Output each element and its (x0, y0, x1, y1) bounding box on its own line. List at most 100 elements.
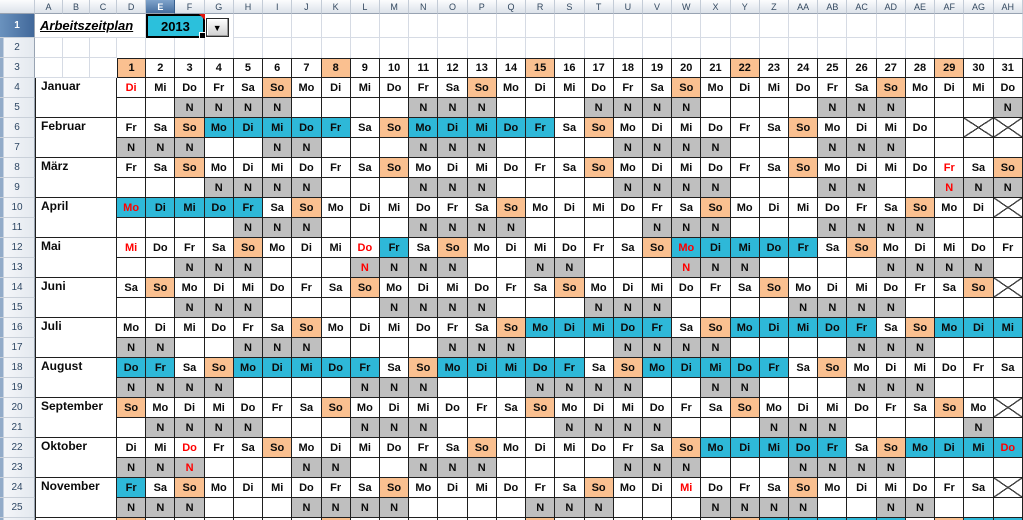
row-header-13[interactable]: 13 (0, 258, 35, 278)
night-shift-cell[interactable]: N (905, 258, 936, 278)
row-header-19[interactable]: 19 (0, 378, 35, 398)
day-cell[interactable]: Sa (555, 118, 585, 138)
night-shift-cell[interactable]: N (847, 298, 877, 318)
day-cell[interactable]: So (175, 158, 205, 178)
night-shift-cell[interactable] (175, 178, 205, 198)
day-number-cell[interactable]: 24 (789, 58, 819, 78)
row-header-21[interactable]: 21 (0, 418, 35, 438)
row-header-25[interactable]: 25 (0, 498, 35, 518)
day-cell[interactable]: Mo (292, 78, 322, 98)
day-cell[interactable]: So (847, 238, 877, 258)
day-cell[interactable]: Sa (350, 478, 380, 498)
column-header-B[interactable]: B (63, 0, 90, 14)
night-shift-cell[interactable]: N (496, 338, 527, 358)
night-shift-cell[interactable] (847, 498, 877, 518)
day-cell[interactable] (847, 518, 877, 520)
night-shift-cell[interactable] (730, 218, 760, 238)
day-cell[interactable]: Sa (263, 318, 293, 338)
day-cell[interactable] (526, 518, 556, 520)
day-cell[interactable]: So (175, 118, 205, 138)
day-cell[interactable]: Do (905, 478, 936, 498)
day-cell[interactable]: Mi (263, 118, 293, 138)
night-shift-cell[interactable] (146, 258, 176, 278)
night-shift-cell[interactable]: N (730, 258, 760, 278)
day-cell[interactable]: Fr (263, 398, 293, 418)
day-cell[interactable]: So (292, 318, 322, 338)
day-cell[interactable] (175, 518, 205, 520)
night-shift-cell[interactable] (117, 98, 147, 118)
day-cell[interactable]: Do (175, 438, 205, 458)
night-shift-cell[interactable]: N (847, 458, 877, 478)
day-cell[interactable]: Mi (789, 198, 819, 218)
night-shift-cell[interactable]: N (204, 418, 234, 438)
day-cell[interactable]: So (146, 278, 176, 298)
day-cell[interactable]: Do (642, 398, 673, 418)
night-shift-cell[interactable] (993, 298, 1023, 318)
night-shift-cell[interactable]: N (117, 138, 147, 158)
night-shift-cell[interactable] (438, 498, 468, 518)
empty-cell[interactable] (496, 14, 527, 38)
night-shift-cell[interactable]: N (409, 98, 439, 118)
day-cell[interactable]: Mi (613, 398, 643, 418)
night-shift-cell[interactable] (993, 338, 1023, 358)
month-label-cell[interactable]: März (35, 158, 117, 198)
night-shift-cell[interactable]: N (789, 498, 819, 518)
day-cell[interactable]: Mi (672, 478, 702, 498)
night-shift-cell[interactable]: N (584, 98, 614, 118)
day-cell[interactable]: Do (701, 118, 731, 138)
night-shift-cell[interactable] (438, 418, 468, 438)
night-shift-cell[interactable]: N (379, 418, 410, 438)
day-cell[interactable]: Sa (350, 118, 380, 138)
day-cell[interactable]: Mi (730, 238, 760, 258)
day-cell[interactable]: Sa (146, 478, 176, 498)
night-shift-cell[interactable] (964, 218, 994, 238)
column-header-R[interactable]: R (526, 0, 556, 14)
night-shift-cell[interactable]: N (263, 178, 293, 198)
crossed-out-day-cell[interactable] (993, 478, 1023, 498)
night-shift-cell[interactable]: N (876, 378, 906, 398)
night-shift-cell[interactable] (263, 298, 293, 318)
night-shift-cell[interactable]: N (117, 338, 147, 358)
night-shift-cell[interactable] (847, 418, 877, 438)
night-shift-cell[interactable]: N (789, 418, 819, 438)
empty-cell[interactable] (818, 38, 848, 58)
night-shift-cell[interactable] (555, 218, 585, 238)
day-cell[interactable] (292, 518, 322, 520)
column-header-N[interactable]: N (409, 0, 439, 14)
night-shift-cell[interactable]: N (672, 258, 702, 278)
day-cell[interactable]: Mi (409, 398, 439, 418)
night-shift-cell[interactable] (526, 418, 556, 438)
day-cell[interactable]: Mo (555, 398, 585, 418)
empty-cell[interactable] (350, 38, 380, 58)
day-cell[interactable]: Sa (964, 158, 994, 178)
day-cell[interactable]: Mi (117, 238, 147, 258)
day-cell[interactable]: Do (905, 118, 936, 138)
day-number-cell[interactable]: 2 (146, 58, 176, 78)
day-cell[interactable]: So (701, 318, 731, 338)
row-header-24[interactable]: 24 (0, 478, 35, 498)
night-shift-cell[interactable] (292, 98, 322, 118)
empty-cell[interactable] (496, 38, 527, 58)
day-cell[interactable]: So (584, 118, 614, 138)
night-shift-cell[interactable] (321, 418, 351, 438)
night-shift-cell[interactable]: N (935, 178, 965, 198)
empty-cell[interactable] (409, 14, 439, 38)
night-shift-cell[interactable] (789, 378, 819, 398)
night-shift-cell[interactable] (292, 258, 322, 278)
day-cell[interactable]: Di (613, 278, 643, 298)
day-cell[interactable]: Fr (876, 398, 906, 418)
day-cell[interactable]: Mo (789, 278, 819, 298)
day-cell[interactable]: Mo (175, 278, 205, 298)
row-header-12[interactable]: 12 (0, 238, 35, 258)
day-cell[interactable]: Mo (350, 398, 380, 418)
column-header-A[interactable]: A (35, 0, 63, 14)
night-shift-cell[interactable] (467, 498, 497, 518)
day-number-cell[interactable]: 30 (964, 58, 994, 78)
night-shift-cell[interactable] (496, 178, 527, 198)
night-shift-cell[interactable] (905, 98, 936, 118)
night-shift-cell[interactable]: N (467, 98, 497, 118)
day-cell[interactable]: Do (496, 478, 527, 498)
day-cell[interactable]: Do (321, 358, 351, 378)
night-shift-cell[interactable] (438, 378, 468, 398)
night-shift-cell[interactable] (759, 458, 790, 478)
